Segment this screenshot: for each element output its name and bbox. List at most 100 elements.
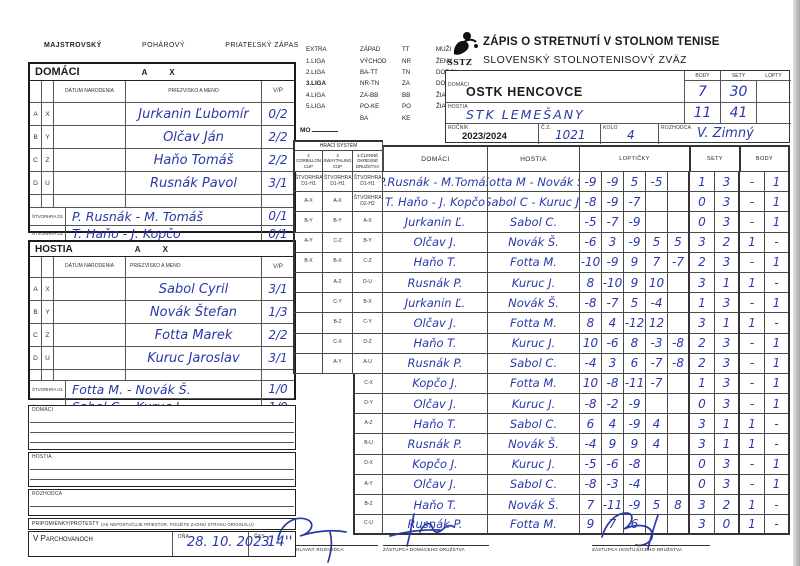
sets-guest: 1: [715, 313, 740, 334]
ball-score-1: -8: [580, 192, 602, 213]
code-swaythling: [323, 434, 353, 454]
points-home: -: [740, 394, 765, 415]
ball-score-1: -9: [580, 172, 602, 193]
match-number-value: 1021: [555, 128, 586, 142]
ball-score-2: -2: [602, 394, 624, 415]
code-swaythling: [323, 394, 353, 414]
sstz-logo-text: SSTZ: [447, 57, 473, 67]
ball-score-5: [668, 293, 690, 314]
code-4member: A-Y: [353, 474, 383, 495]
note-line: [30, 423, 294, 433]
doubles-label: ŠTVORHRA D2: [30, 225, 66, 242]
player-name: Sabol Cyril: [126, 278, 262, 300]
code-corbillon: B-Y: [293, 212, 323, 233]
scan-edge-shadow: [793, 0, 800, 566]
ball-score-5: 8: [668, 495, 690, 516]
doubles-names: T. Haňo - J. Kopčo: [66, 225, 262, 242]
sets-home: 0: [690, 394, 715, 415]
ball-score-1: -8: [580, 293, 602, 314]
home-roster-table: DOMÁCI A X DÁTUM NARODENIA PRIEZVISKO A …: [28, 62, 296, 243]
match-home-player: P.Rusnák - M.Tomáš: [383, 172, 488, 193]
referee-label: ROZHODCA: [661, 125, 692, 131]
code-swaythling: B-Z: [323, 313, 353, 334]
ball-score-4: -7: [646, 373, 668, 395]
points-guest: -: [765, 414, 790, 435]
points-home: -: [740, 293, 765, 314]
roster-player-row: B Y Olčav Ján 2/2: [30, 126, 294, 149]
col-title-4member: 4-ČLENNÉ OKRESNÉ DRUŽSTVÁ: [352, 150, 383, 172]
empty-cell: [54, 195, 126, 207]
date-value: 28. 10. 2023: [187, 535, 270, 550]
ball-score-1: -5: [580, 454, 602, 475]
form-title: ZÁPIS O STRETNUTÍ V STOLNOM TENISE: [483, 36, 720, 48]
empty-cell: [42, 370, 54, 380]
sets-home: 2: [690, 353, 715, 374]
ball-score-5: [668, 373, 690, 395]
player-letter-1: A: [30, 103, 42, 125]
ball-score-4: -7: [646, 353, 668, 374]
note-line: [30, 433, 294, 443]
sets-home: 0: [690, 454, 715, 475]
code-corbillon: [293, 353, 323, 374]
table-header-domaci: DOMÁCI: [383, 145, 488, 172]
ball-score-2: -11: [602, 495, 624, 516]
mo-blank-line: [312, 125, 339, 132]
time-cell: ČAS 14'': [249, 532, 295, 556]
code-4member: A-Z: [353, 414, 383, 435]
ball-score-2: -8: [602, 373, 624, 395]
code-swaythling: ŠTVORHRA D1-H1: [323, 172, 353, 193]
code-swaythling: B-X: [323, 252, 353, 273]
ball-score-4: [646, 394, 668, 415]
ball-score-5: -8: [668, 333, 690, 354]
player-vp: 1/3: [268, 305, 288, 319]
note-line: [30, 507, 294, 516]
match-home-player: Olčav J.: [383, 474, 488, 495]
header-letter2-cell: [42, 81, 54, 102]
sets-home: 2: [690, 333, 715, 354]
ball-score-1: 9: [580, 515, 602, 536]
sstz-logo-icon: [453, 32, 478, 55]
ball-score-3: 6: [624, 515, 646, 536]
player-dob-cell: [54, 103, 126, 125]
points-guest: 1: [765, 252, 790, 273]
sets-guest: 2: [715, 495, 740, 516]
points-home: -: [740, 454, 765, 475]
doubles-label: ŠTVORHRA H1: [30, 381, 66, 398]
sets-home: 1: [690, 172, 715, 193]
guest-body-value: 11: [684, 103, 720, 124]
ball-score-5: [668, 414, 690, 435]
ball-score-4: [646, 474, 668, 495]
sets-home: 2: [690, 252, 715, 273]
ball-score-5: [668, 272, 690, 294]
note-line: [30, 460, 294, 470]
player-letter-2: Y: [42, 301, 54, 323]
sets-guest: 2: [715, 232, 740, 253]
player-dob-cell: [54, 324, 126, 346]
match-row: A-Z Haňo T. Sabol C. 6 4 -9 4 3 1 1 -: [293, 414, 790, 435]
code-4member: A-U: [353, 353, 383, 374]
sets-home: 3: [690, 414, 715, 435]
ball-score-4: -3: [646, 333, 668, 354]
ball-score-1: 10: [580, 373, 602, 395]
match-guest-player: Sabol C.: [488, 414, 580, 435]
home-team-name: OSTK HENCOVCE: [466, 85, 583, 99]
match-number-label: Č.Z.: [541, 125, 552, 131]
doubles-names: P. Rusnák - M. Tomáš: [66, 208, 262, 225]
player-letter-2: X: [42, 103, 54, 125]
player-dob-cell: [54, 301, 126, 323]
league-cell: PO-KE: [360, 103, 380, 111]
mo-field: MO: [300, 125, 339, 134]
code-corbillon: A-X: [293, 192, 323, 213]
match-home-player: Jurkanin Ľ.: [383, 293, 488, 314]
league-cell: ZA: [402, 80, 410, 88]
date-cell: DŇA 28. 10. 2023: [173, 532, 270, 556]
ball-score-4: [646, 454, 668, 475]
code-4member: D-Y: [353, 394, 383, 415]
code-4member: D-X: [353, 454, 383, 475]
home-doubles: ŠTVORHRA D1 P. Rusnák - M. Tomáš 0/1 ŠTV…: [30, 208, 294, 243]
roster-player-row: A X Jurkanin Ľubomír 0/2: [30, 103, 294, 126]
code-corbillon: B-X: [293, 252, 323, 273]
empty-cell: [126, 370, 262, 380]
code-corbillon: [293, 313, 323, 334]
league-row: 4.LIGA ZA-BB BB ŽIACI: [306, 90, 476, 101]
